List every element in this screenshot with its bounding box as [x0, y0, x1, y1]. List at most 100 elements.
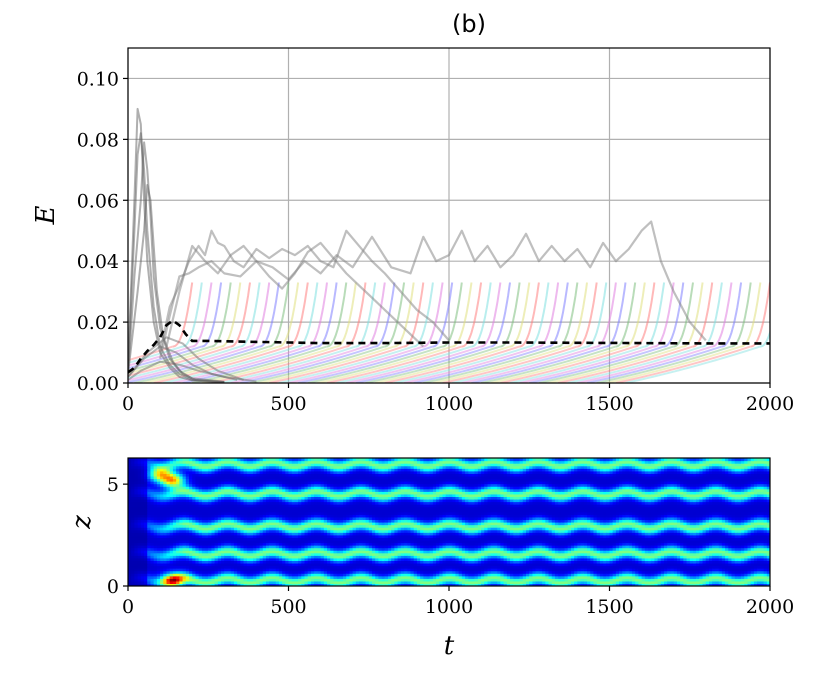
heatmap-cell: [131, 483, 136, 487]
heatmap-cell: [211, 498, 216, 503]
heatmap-cell: [192, 488, 197, 492]
heatmap-cell: [221, 511, 225, 515]
heatmap-cell: [256, 539, 261, 544]
heatmap-cell: [339, 583, 344, 586]
heatmap-cell: [384, 568, 389, 572]
heatmap-cell: [294, 565, 299, 569]
heatmap-cell: [188, 496, 193, 500]
heatmap-cell: [362, 473, 367, 477]
heatmap-cell: [156, 460, 161, 464]
heatmap-cell: [368, 501, 373, 505]
heatmap-cell: [388, 555, 392, 559]
heatmap-cell: [368, 568, 373, 572]
heatmap-cell: [176, 537, 180, 541]
heatmap-cell: [307, 516, 312, 521]
heatmap-cell: [330, 532, 335, 536]
heatmap-cell: [128, 527, 132, 531]
heatmap-cell: [432, 475, 437, 480]
heatmap-cell: [198, 532, 203, 536]
heatmap-cell: [394, 493, 399, 497]
heatmap-cell: [134, 458, 139, 462]
heatmap-cell: [381, 483, 386, 487]
heatmap-cell: [128, 465, 132, 469]
heatmap-cell: [291, 478, 296, 482]
heatmap-cell: [275, 580, 280, 585]
heatmap-cell: [381, 575, 386, 579]
heatmap-cell: [371, 573, 376, 577]
heatmap-cell: [246, 537, 251, 541]
heatmap-cell: [208, 509, 213, 513]
heatmap-cell: [221, 562, 225, 567]
heatmap-cell: [198, 501, 203, 505]
heatmap-cell: [128, 580, 132, 585]
burst-rise-line: [538, 282, 560, 348]
heatmap-cell: [182, 580, 187, 585]
heatmap-cell: [266, 560, 270, 564]
heatmap-cell: [185, 573, 190, 577]
heatmap-cell: [388, 560, 392, 564]
burst-rise-line: [298, 282, 319, 348]
heatmap-cell: [413, 578, 418, 582]
heatmap-cell: [211, 470, 216, 474]
heatmap-cell: [307, 529, 312, 533]
heatmap-cell: [388, 478, 392, 482]
heatmap-cell: [169, 557, 174, 561]
heatmap-cell: [410, 483, 415, 487]
heatmap-cell: [352, 545, 357, 549]
heatmap-cell: [375, 463, 379, 467]
heatmap-cell: [262, 511, 267, 515]
heatmap-cell: [214, 527, 219, 531]
heatmap-cell: [150, 550, 155, 554]
heatmap-cell: [224, 460, 229, 464]
heatmap-cell: [262, 519, 267, 523]
heatmap-cell: [221, 550, 225, 554]
heatmap-cell: [253, 570, 257, 574]
heatmap-cell: [336, 545, 341, 549]
heatmap-cell: [272, 527, 277, 531]
heatmap-cell: [349, 542, 354, 546]
heatmap-cell: [288, 573, 293, 577]
heatmap-cell: [237, 534, 241, 538]
heatmap-cell: [285, 542, 290, 546]
heatmap-cell: [192, 491, 197, 495]
heatmap-cell: [208, 550, 213, 554]
heatmap-cell: [378, 560, 383, 564]
heatmap-cell: [291, 458, 296, 462]
heatmap-cell: [298, 473, 302, 477]
heatmap-cell: [349, 514, 354, 518]
heatmap-cell: [349, 468, 354, 472]
heatmap-cell: [140, 583, 145, 586]
heatmap-cell: [400, 573, 405, 577]
heatmap-cell: [323, 545, 328, 549]
heatmap-cell: [391, 514, 396, 518]
heatmap-cell: [240, 514, 245, 518]
heatmap-cell: [195, 506, 200, 510]
heatmap-cell: [214, 583, 219, 586]
heatmap-cell: [233, 465, 238, 469]
heatmap-cell: [224, 529, 229, 533]
heatmap-cell: [192, 583, 197, 586]
heatmap-cell: [211, 475, 216, 480]
heatmap-cell: [201, 532, 206, 536]
heatmap-cell: [343, 534, 347, 538]
heatmap-cell: [230, 557, 235, 561]
heatmap-cell: [179, 539, 184, 544]
heatmap-cell: [394, 483, 399, 487]
burst-decay-line: [317, 345, 453, 383]
heatmap-cell: [391, 573, 396, 577]
heatmap-cell: [400, 511, 405, 515]
heatmap-cell: [249, 573, 254, 577]
heatmap-cell: [253, 534, 257, 538]
heatmap-cell: [404, 509, 408, 513]
heatmap-cell: [278, 565, 283, 569]
heatmap-cell: [172, 568, 177, 572]
heatmap-cell: [423, 501, 428, 505]
heatmap-cell: [156, 519, 161, 523]
heatmap-cell: [253, 483, 257, 487]
heatmap-cell: [217, 488, 222, 492]
heatmap-cell: [153, 545, 158, 549]
heatmap-cell: [323, 519, 328, 523]
heatmap-cell: [381, 475, 386, 480]
heatmap-cell: [150, 524, 155, 528]
heatmap-cell: [298, 522, 302, 526]
